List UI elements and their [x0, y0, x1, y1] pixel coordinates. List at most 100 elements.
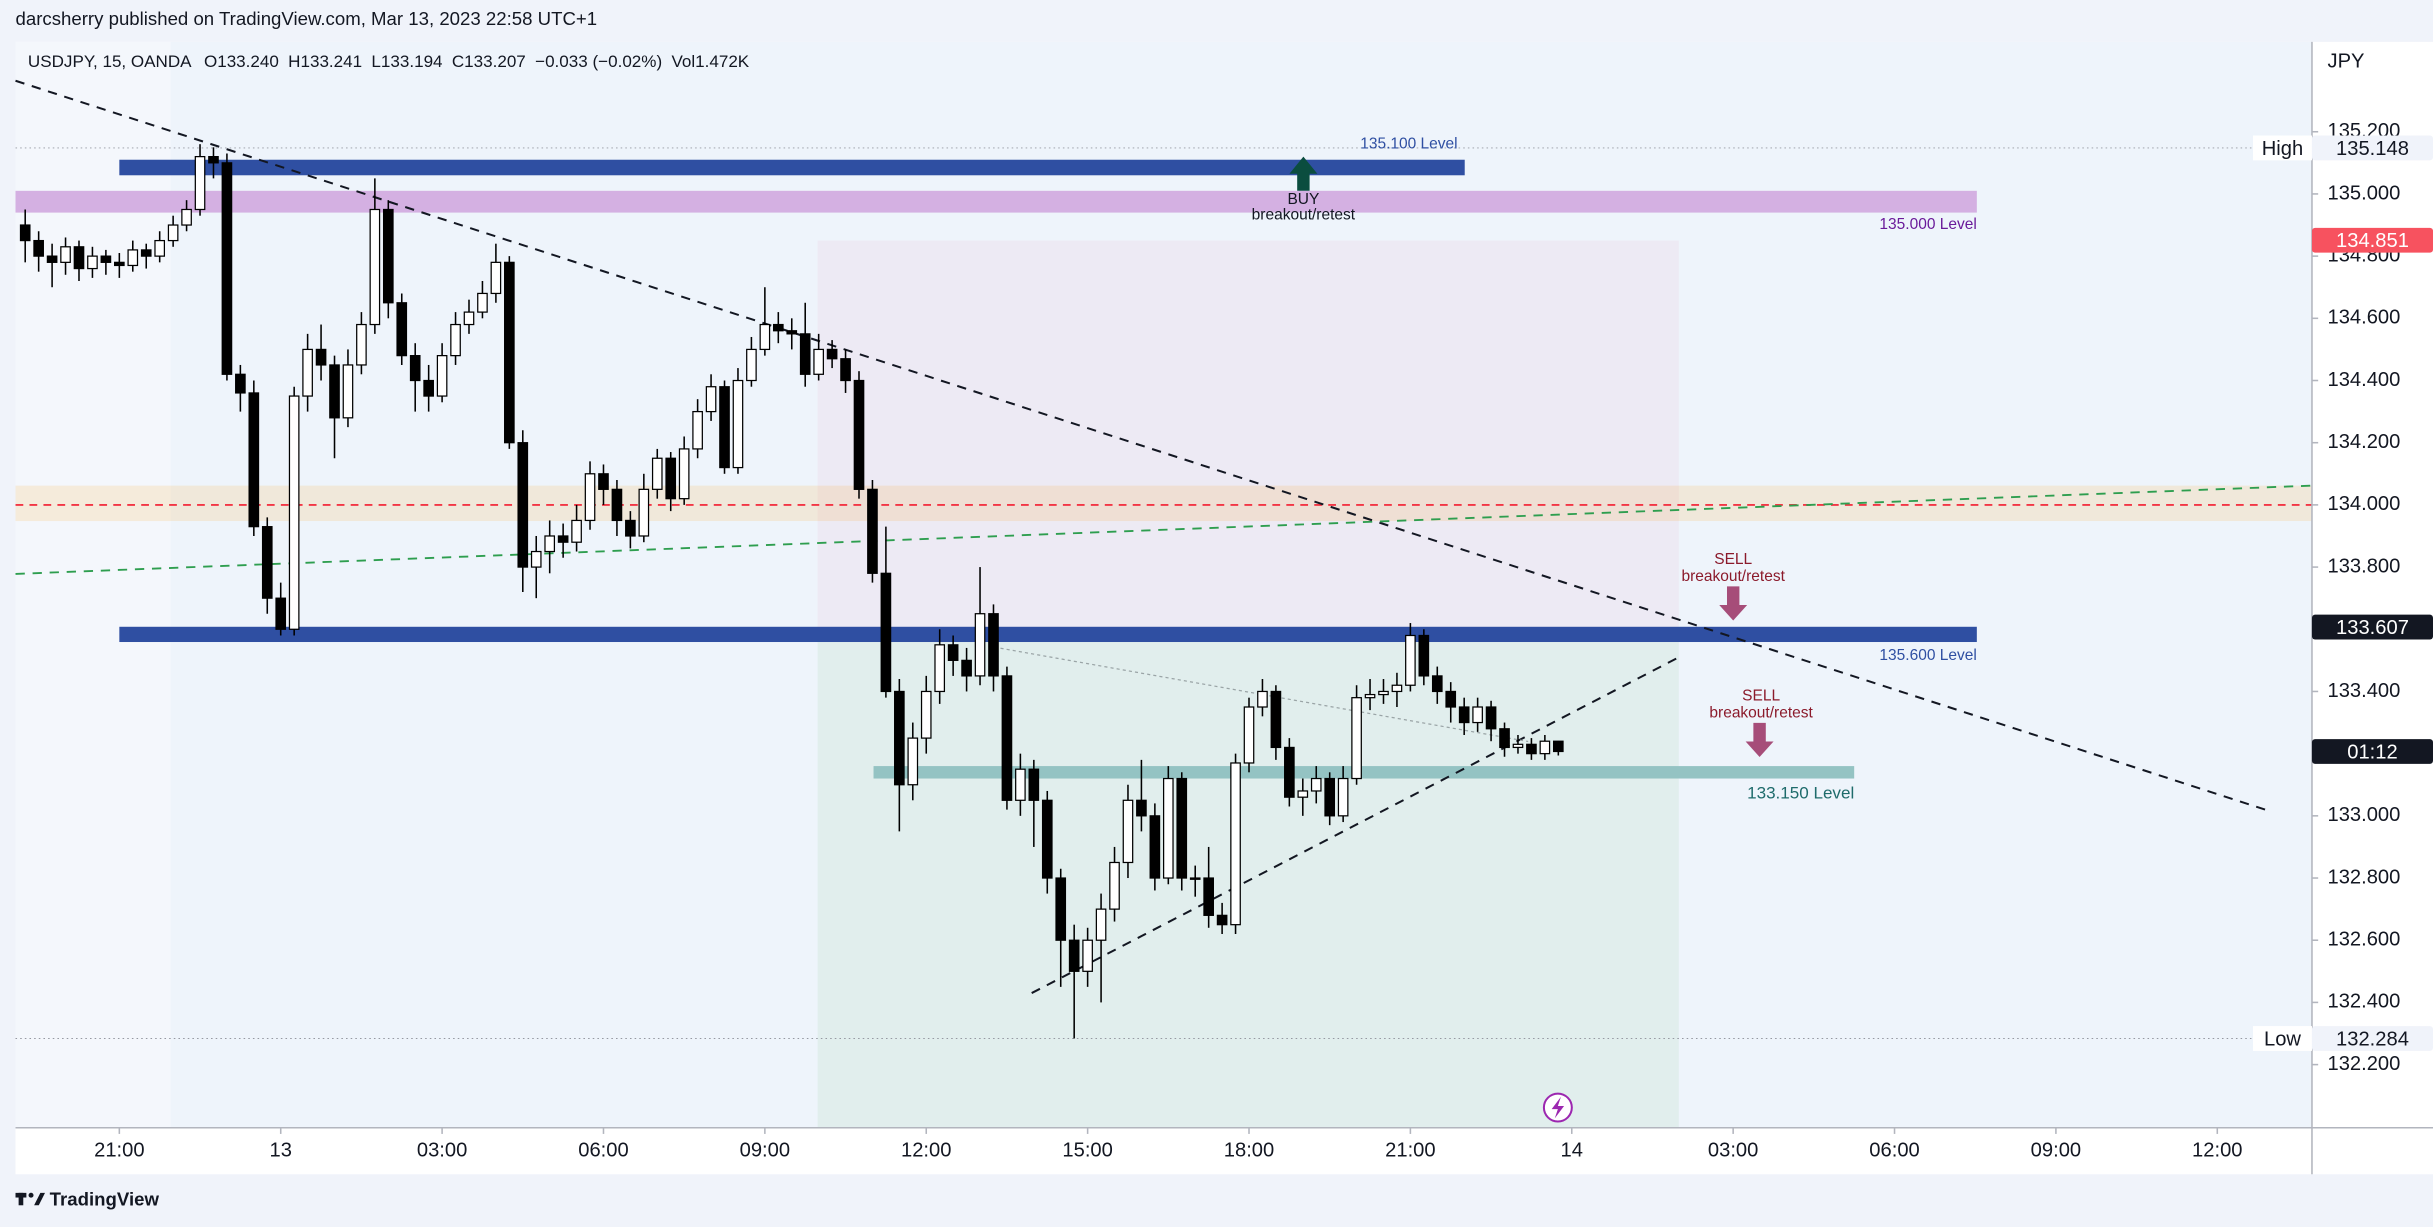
candle-body — [409, 355, 421, 382]
sell-arrow — [1745, 722, 1774, 757]
candle-body — [288, 395, 300, 630]
candle-body — [961, 659, 972, 677]
annotation: 135.000 Level — [1879, 216, 1976, 233]
candle-body — [1418, 634, 1430, 677]
legend-change: −0.033 (−0.02%) — [535, 52, 662, 71]
footer-brand: TradingView — [50, 1189, 160, 1210]
candle-body — [463, 311, 475, 326]
candle-body — [853, 379, 865, 490]
y-tick-label: 132.400 — [2327, 991, 2400, 1013]
candle-body — [544, 535, 556, 553]
level-tag: 133.607 — [2336, 617, 2409, 639]
legend-symbol: USDJPY, 15, OANDA — [28, 52, 192, 71]
y-tick-label: 134.400 — [2327, 369, 2400, 391]
countdown-tag-bg — [2311, 739, 2433, 764]
candle-body — [907, 737, 919, 786]
candle-body — [1176, 777, 1188, 879]
candle-body — [396, 302, 408, 357]
low-tag: 132.284 — [2336, 1028, 2409, 1050]
candle-body — [100, 255, 112, 263]
candle-body — [1364, 693, 1376, 699]
drawings — [15, 79, 2313, 1039]
candle-body — [1203, 877, 1214, 916]
x-tick-label: 03:00 — [417, 1139, 467, 1161]
annotation: BUY — [1287, 191, 1319, 208]
candle-body — [1472, 706, 1483, 724]
candle-body — [329, 364, 340, 419]
candle-body — [275, 597, 287, 630]
candle-body — [450, 323, 461, 357]
candle-body — [60, 246, 71, 263]
annotation: breakout/retest — [1681, 568, 1785, 585]
candle-body — [140, 249, 152, 257]
pane-shade — [170, 41, 2312, 1128]
candle-body — [934, 644, 946, 693]
zone — [817, 240, 1679, 643]
zone — [873, 766, 1855, 779]
buy-arrow — [1289, 156, 1318, 191]
candle-body — [705, 386, 717, 413]
candle-body — [1431, 675, 1443, 693]
candle-body — [1068, 939, 1080, 972]
candle-body — [638, 488, 650, 537]
candle-body — [33, 239, 44, 257]
candle-body — [1552, 740, 1564, 753]
candle-body — [598, 473, 609, 490]
candle-body — [571, 519, 582, 543]
low-label-bg — [2253, 1026, 2312, 1051]
legend-low: L133.194 — [371, 52, 442, 71]
x-tick-label: 03:00 — [1708, 1139, 1758, 1161]
candle-body — [1149, 815, 1161, 879]
high-tag: 135.148 — [2336, 138, 2409, 160]
candle-body — [114, 261, 125, 267]
candle-body — [719, 386, 730, 469]
countdown-tag: 01:12 — [2347, 741, 2397, 763]
candle-body — [813, 348, 824, 375]
candle-body — [1485, 706, 1497, 730]
candle-body — [1015, 768, 1026, 801]
candle-body — [799, 333, 811, 375]
candle-body — [1122, 799, 1134, 864]
candle-body — [1189, 877, 1201, 880]
trendline — [15, 79, 2266, 811]
candle-body — [1539, 740, 1551, 755]
candle-body — [181, 208, 192, 226]
y-tick-label: 134.200 — [2327, 431, 2400, 453]
annotation: breakout/retest — [1709, 705, 1813, 722]
price-tags: High 135.148 Low 132.284 134.851 133.607 01:12 — [2253, 135, 2433, 1051]
candle-body — [759, 323, 771, 351]
candle-body — [436, 355, 448, 397]
x-tick-label: 09:00 — [740, 1139, 790, 1161]
candle-body — [1512, 743, 1524, 749]
annotation: SELL — [1714, 551, 1752, 568]
candle-body — [1041, 799, 1053, 879]
candle-body — [786, 330, 798, 335]
candle-body — [1230, 762, 1241, 926]
annotation: breakout/retest — [1252, 207, 1356, 224]
level-tag-bg — [2311, 614, 2433, 640]
candle-body — [880, 572, 892, 693]
high-tag-bg — [2311, 135, 2433, 161]
candle-body — [1310, 777, 1322, 792]
annotation: 133.150 Level — [1747, 784, 1854, 803]
footer-logo — [15, 1192, 45, 1206]
zone — [119, 626, 1977, 643]
candle-body — [584, 473, 596, 522]
x-tick-label: 18:00 — [1224, 1139, 1274, 1161]
candle-body — [1257, 690, 1268, 708]
zone — [119, 159, 1465, 176]
candle-body — [530, 550, 542, 568]
x-tick-label: 12:00 — [2192, 1139, 2242, 1161]
candle-body — [772, 323, 784, 332]
y-tick-label: 132.800 — [2327, 866, 2400, 888]
candle-body — [1378, 690, 1389, 696]
candle-body — [1405, 634, 1416, 686]
candle-body — [477, 292, 488, 313]
candle-body — [867, 488, 878, 574]
candle-body — [1351, 697, 1362, 780]
candle-body — [988, 613, 999, 677]
candle-body — [127, 249, 139, 267]
currency: JPY — [2327, 50, 2364, 72]
sell-arrow — [1719, 586, 1748, 621]
